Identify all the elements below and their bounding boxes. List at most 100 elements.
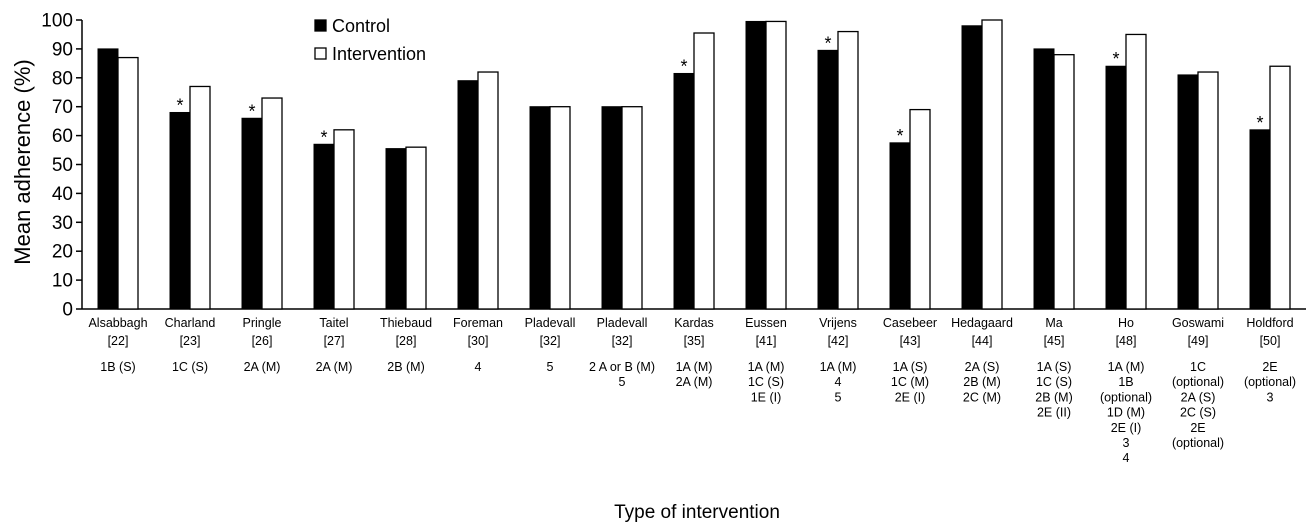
bar-intervention [261, 97, 283, 310]
intervention-code: 1C (S) [1036, 375, 1072, 389]
bar-control [457, 80, 479, 310]
study-name: Goswami [1172, 316, 1224, 330]
study-reference: [28] [396, 334, 417, 348]
intervention-code: 4 [835, 375, 842, 389]
bar-intervention [1053, 54, 1075, 310]
intervention-code: 2C (M) [963, 390, 1001, 404]
bar-control [169, 111, 191, 310]
study-reference: [23] [180, 334, 201, 348]
study-reference: [30] [468, 334, 489, 348]
study-reference: [35] [684, 334, 705, 348]
intervention-code: 5 [619, 375, 626, 389]
study-name: Casebeer [883, 316, 937, 330]
axes: 0 10 20 30 40 50 60 70 80 90 100 [41, 11, 1306, 321]
legend-swatch-intervention [314, 47, 327, 60]
bar-control [745, 20, 767, 310]
bar-intervention [333, 129, 355, 310]
intervention-code: 2E [1262, 360, 1277, 374]
intervention-code: 2B (M) [1035, 390, 1073, 404]
intervention-code: 4 [475, 360, 482, 374]
study-name: Pringle [243, 316, 282, 330]
y-tick-label: 70 [52, 97, 73, 118]
study-reference: [49] [1188, 334, 1209, 348]
bar-intervention [1197, 71, 1219, 310]
intervention-code: 1B [1118, 375, 1133, 389]
intervention-code: 2E [1190, 421, 1205, 435]
y-tick-label: 50 [52, 155, 73, 176]
y-tick-label: 20 [52, 242, 73, 263]
study-reference: [42] [828, 334, 849, 348]
y-tick-label: 80 [52, 68, 73, 89]
intervention-code: 3 [1123, 436, 1130, 450]
intervention-code: 1A (S) [893, 360, 928, 374]
intervention-code: 2E (II) [1037, 406, 1071, 420]
study-name: Charland [165, 316, 216, 330]
intervention-code: 1A (M) [748, 360, 785, 374]
legend-swatch-control [314, 19, 327, 32]
y-tick-label: 40 [52, 184, 73, 205]
study-name: Ma [1045, 316, 1062, 330]
bar-control [241, 117, 263, 310]
intervention-code: (optional) [1244, 375, 1296, 389]
bars: * * * * * * * * [97, 19, 1291, 310]
significance-marker: * [320, 127, 327, 147]
bar-control [1177, 74, 1199, 310]
bar-intervention [405, 146, 427, 310]
bar-control [385, 148, 407, 310]
intervention-code: 2A (S) [965, 360, 1000, 374]
study-reference: [50] [1260, 334, 1281, 348]
study-reference: [43] [900, 334, 921, 348]
legend-label-intervention: Intervention [332, 44, 426, 64]
y-tick-label: 10 [52, 271, 73, 292]
significance-marker: * [680, 56, 687, 76]
intervention-code: 1E (I) [751, 390, 782, 404]
bar-intervention [621, 106, 643, 310]
study-reference: [44] [972, 334, 993, 348]
category-labels: Alsabbagh [22] 1B (S) Charland [23] 1C (S) Pri… [88, 316, 1296, 465]
intervention-code: 2B (M) [963, 375, 1001, 389]
study-reference: [26] [252, 334, 273, 348]
intervention-code: 5 [547, 360, 554, 374]
bar-intervention [477, 71, 499, 310]
intervention-code: (optional) [1172, 436, 1224, 450]
intervention-code: 1A (M) [1108, 360, 1145, 374]
intervention-code: 2 A or B (M) [589, 360, 655, 374]
bar-intervention [117, 56, 139, 310]
intervention-code: 1D (M) [1107, 406, 1145, 420]
bar-control [97, 48, 119, 310]
intervention-code: 1C (M) [891, 375, 929, 389]
bar-control [817, 49, 839, 310]
intervention-code: 4 [1123, 451, 1130, 465]
intervention-code: 1B (S) [100, 360, 135, 374]
bar-control [313, 143, 335, 310]
y-tick-label: 90 [52, 39, 73, 60]
y-axis-label: Mean adherence (%) [10, 59, 35, 264]
study-name: Vrijens [819, 316, 857, 330]
bar-control [529, 106, 551, 310]
study-reference: [32] [612, 334, 633, 348]
intervention-code: 1C [1190, 360, 1206, 374]
study-name: Holdford [1246, 316, 1293, 330]
intervention-code: 2A (S) [1181, 390, 1216, 404]
intervention-code: 2A (M) [316, 360, 353, 374]
bar-control [961, 25, 983, 310]
intervention-code: 1C (S) [172, 360, 208, 374]
bar-control [601, 106, 623, 310]
study-name: Hedagaard [951, 316, 1013, 330]
intervention-code: 1A (M) [676, 360, 713, 374]
study-reference: [32] [540, 334, 561, 348]
study-name: Pladevall [525, 316, 576, 330]
study-reference: [41] [756, 334, 777, 348]
study-reference: [22] [108, 334, 129, 348]
intervention-code: (optional) [1172, 375, 1224, 389]
intervention-code: 2E (I) [895, 390, 926, 404]
significance-marker: * [896, 126, 903, 146]
intervention-code: 1C (S) [748, 375, 784, 389]
study-name: Thiebaud [380, 316, 432, 330]
intervention-code: 1A (M) [820, 360, 857, 374]
x-axis-label: Type of intervention [614, 502, 780, 523]
study-reference: [45] [1044, 334, 1065, 348]
intervention-code: 2C (S) [1180, 406, 1216, 420]
bar-control [1105, 65, 1127, 310]
study-name: Foreman [453, 316, 503, 330]
